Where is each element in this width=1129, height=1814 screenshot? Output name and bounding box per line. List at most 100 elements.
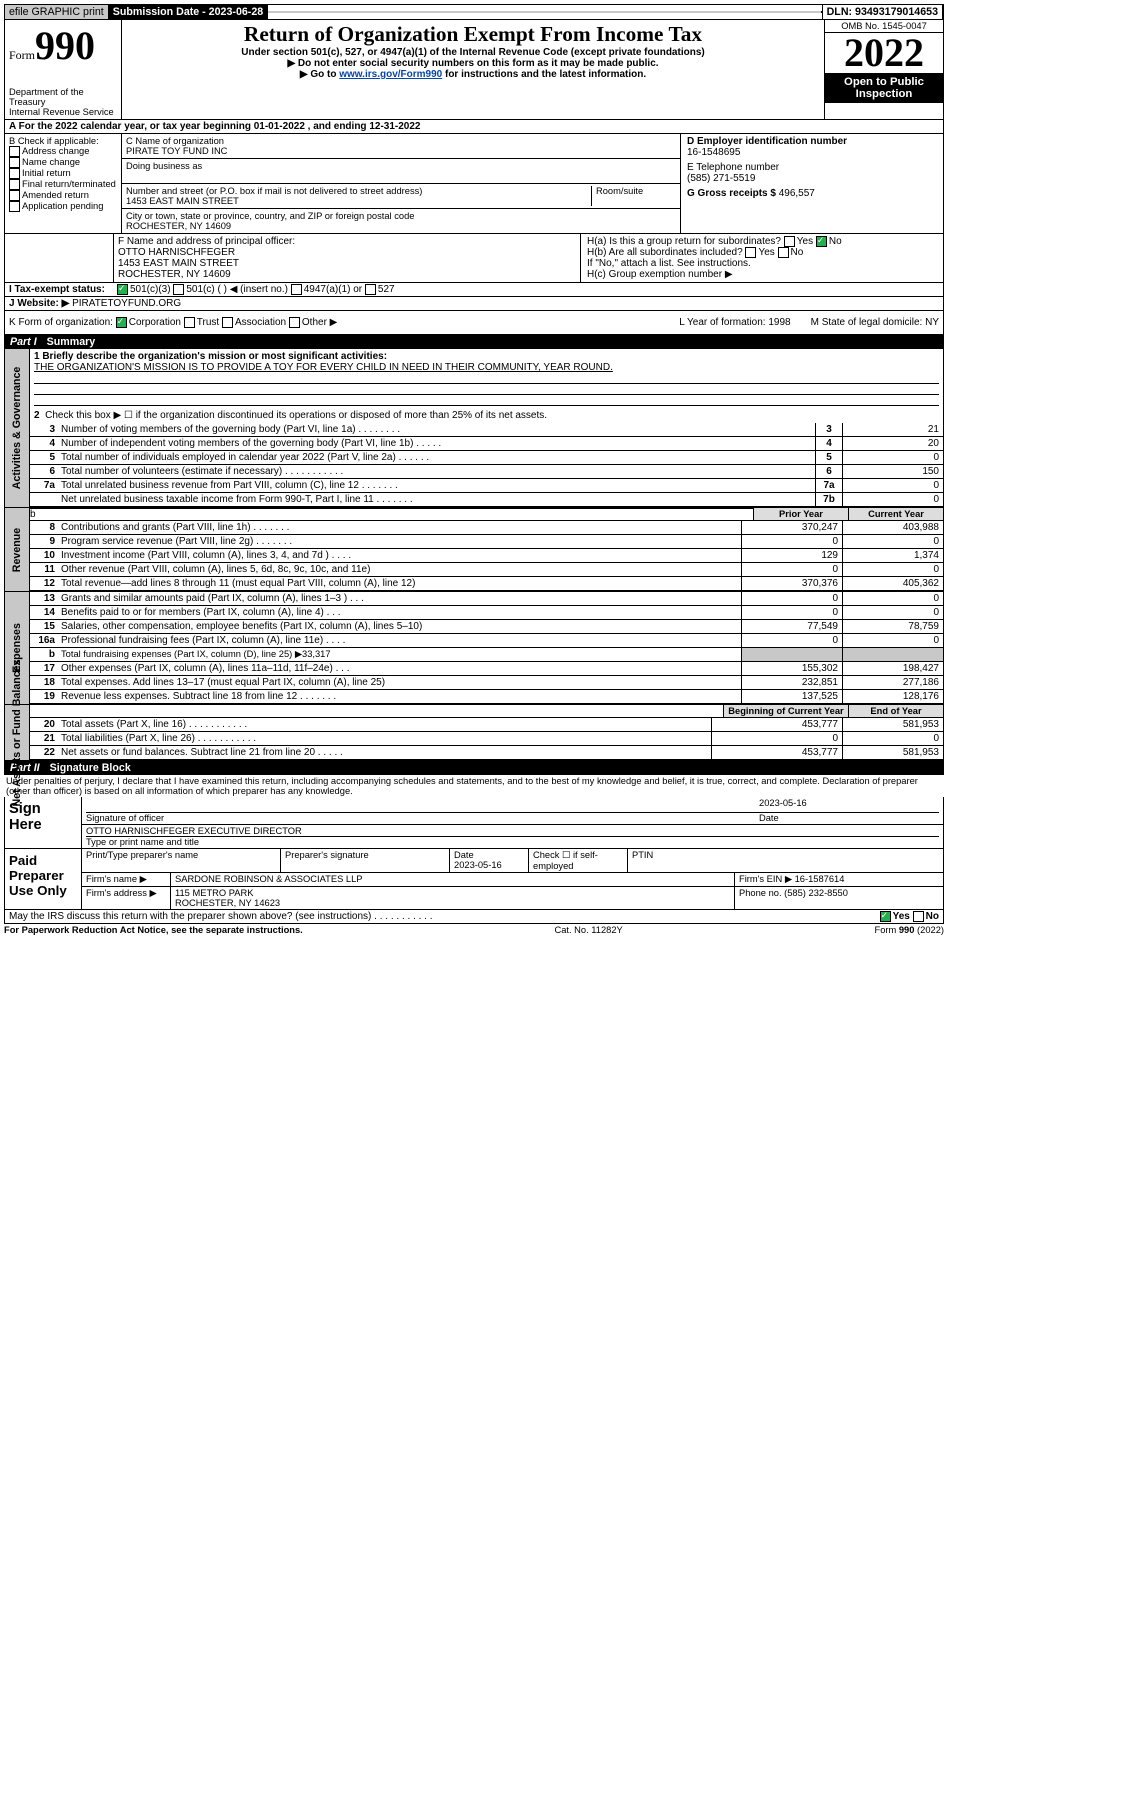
self-emp-check[interactable]: Check ☐ if self-employed (529, 849, 628, 872)
foot-mid: Cat. No. 11282Y (554, 925, 622, 935)
b-opt-5[interactable]: Application pending (9, 201, 117, 212)
i-527[interactable] (365, 284, 376, 295)
sign-here-block: Sign Here 2023-05-16 Signature of office… (4, 797, 944, 849)
name-title-lbl: Type or print name and title (86, 837, 939, 847)
hb-no[interactable] (778, 247, 789, 258)
summary-line: 20Total assets (Part X, line 16) . . . .… (30, 718, 943, 732)
summary-line: 4Number of independent voting members of… (30, 437, 943, 451)
i-501c3[interactable] (117, 284, 128, 295)
efile-label[interactable]: efile GRAPHIC print (5, 5, 109, 19)
part-i-exp: Expenses 13Grants and similar amounts pa… (4, 592, 944, 705)
b-label: B Check if applicable: (9, 136, 117, 146)
k-other[interactable] (289, 317, 300, 328)
section-FH: F Name and address of principal officer:… (4, 234, 944, 283)
discuss-no[interactable] (913, 911, 924, 922)
hb-yes[interactable] (745, 247, 756, 258)
h-a: H(a) Is this a group return for subordin… (587, 236, 937, 247)
top-bar: efile GRAPHIC print Submission Date - 20… (4, 4, 944, 20)
form-title: Return of Organization Exempt From Incom… (128, 22, 818, 47)
dept-treasury: Department of the Treasury (9, 87, 117, 107)
org-name: PIRATE TOY FUND INC (126, 146, 676, 156)
summary-line: 13Grants and similar amounts paid (Part … (30, 592, 943, 606)
goto-prefix: ▶ Go to (300, 69, 339, 80)
summary-line: 15Salaries, other compensation, employee… (30, 620, 943, 634)
open-public: Open to Public Inspection (825, 73, 943, 103)
dln: DLN: 93493179014653 (822, 5, 943, 19)
firm-ein: 16-1587614 (795, 874, 845, 884)
declaration: Under penalties of perjury, I declare th… (4, 775, 944, 797)
k-corp[interactable] (116, 317, 127, 328)
firm-city: ROCHESTER, NY 14623 (175, 898, 280, 908)
section-BCD: B Check if applicable: Address change Na… (4, 134, 944, 234)
row-J: J Website: ▶ PIRATETOYFUND.ORG (4, 297, 944, 311)
officer-city: ROCHESTER, NY 14609 (118, 269, 576, 280)
b-opt-2[interactable]: Initial return (9, 168, 117, 179)
k-trust[interactable] (184, 317, 195, 328)
website: PIRATETOYFUND.ORG (72, 298, 181, 309)
year-box: OMB No. 1545-0047 2022 Open to Public In… (825, 20, 943, 119)
summary-line: 3Number of voting members of the governi… (30, 423, 943, 437)
city-lbl: City or town, state or province, country… (126, 211, 676, 221)
sig-officer-lbl: Signature of officer (86, 812, 759, 823)
b-opt-3[interactable]: Final return/terminated (9, 179, 117, 190)
form-subtitle-3: ▶ Go to www.irs.gov/Form990 for instruct… (128, 69, 818, 80)
prep-sig-lbl: Preparer's signature (281, 849, 450, 872)
part-ii-header: Part II Signature Block (4, 761, 944, 775)
firm-addr: 115 METRO PARK (175, 888, 253, 898)
gov-label: Activities & Governance (5, 349, 30, 507)
i-4947[interactable] (291, 284, 302, 295)
officer-printed: OTTO HARNISCHFEGER EXECUTIVE DIRECTOR (86, 826, 939, 837)
j-lbl: J Website: ▶ (9, 298, 69, 309)
firm-name-lbl: Firm's name ▶ (82, 873, 171, 886)
irs-label: Internal Revenue Service (9, 107, 117, 117)
firm-addr-lbl: Firm's address ▶ (82, 887, 171, 909)
summary-line: 22Net assets or fund balances. Subtract … (30, 746, 943, 760)
summary-line: Net unrelated business taxable income fr… (30, 493, 943, 507)
b-opt-1[interactable]: Name change (9, 157, 117, 168)
m-state: M State of legal domicile: NY (811, 317, 939, 328)
dba-lbl: Doing business as (126, 161, 676, 171)
part-i-net: Net Assets or Fund Balances Beginning of… (4, 705, 944, 761)
form-title-box: Return of Organization Exempt From Incom… (122, 20, 825, 119)
summary-line: 5Total number of individuals employed in… (30, 451, 943, 465)
spacer (268, 11, 821, 13)
rev-header: b Prior Year Current Year (30, 508, 943, 521)
phone: (585) 271-5519 (687, 173, 755, 184)
prep-date: 2023-05-16 (454, 860, 502, 870)
h-note: If "No," attach a list. See instructions… (587, 258, 937, 269)
firm-name: SARDONE ROBINSON & ASSOCIATES LLP (171, 873, 735, 886)
c-addr: Number and street (or P.O. box if mail i… (122, 184, 680, 209)
part-i-num: Part I (10, 336, 37, 348)
room-lbl: Room/suite (591, 186, 676, 206)
part-i-sub: Summary (47, 336, 96, 348)
col-D: D Employer identification number16-15486… (681, 134, 943, 233)
col-F: F Name and address of principal officer:… (114, 234, 581, 282)
tax-year: 2022 (825, 33, 943, 73)
l-year: L Year of formation: 1998 (679, 317, 790, 328)
irs-link[interactable]: www.irs.gov/Form990 (339, 69, 442, 80)
b-opt-0[interactable]: Address change (9, 146, 117, 157)
i-opt-0: 501(c)(3) (130, 284, 171, 295)
summary-line: 16aProfessional fundraising fees (Part I… (30, 634, 943, 648)
net-header: Beginning of Current Year End of Year (30, 705, 943, 718)
summary-line: 8Contributions and grants (Part VIII, li… (30, 521, 943, 535)
k-assoc[interactable] (222, 317, 233, 328)
form-subtitle-2: ▶ Do not enter social security numbers o… (128, 58, 818, 69)
h-c: H(c) Group exemption number ▶ (587, 269, 937, 280)
summary-line: 7aTotal unrelated business revenue from … (30, 479, 943, 493)
ptin-lbl: PTIN (628, 849, 943, 872)
k-lbl: K Form of organization: (9, 317, 113, 328)
summary-line: 11Other revenue (Part VIII, column (A), … (30, 563, 943, 577)
i-501c[interactable] (173, 284, 184, 295)
summary-line: 21Total liabilities (Part X, line 26) . … (30, 732, 943, 746)
ha-yes[interactable] (784, 236, 795, 247)
b-opt-4[interactable]: Amended return (9, 190, 117, 201)
city-val: ROCHESTER, NY 14609 (126, 221, 676, 231)
i-opt-1: 501(c) ( ) ◀ (insert no.) (186, 284, 288, 295)
submission-date: Submission Date - 2023-06-28 (109, 5, 268, 19)
discuss-yes[interactable] (880, 911, 891, 922)
summary-line: 14Benefits paid to or for members (Part … (30, 606, 943, 620)
ha-no[interactable] (816, 236, 827, 247)
firm-phone: (585) 232-8550 (784, 888, 848, 898)
col-B: B Check if applicable: Address change Na… (5, 134, 122, 233)
